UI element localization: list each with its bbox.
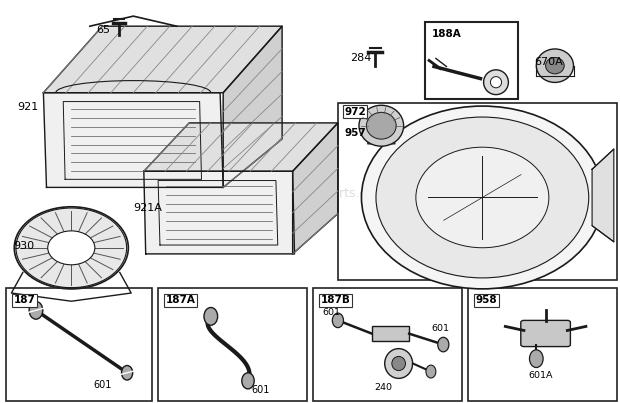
Text: 240: 240 xyxy=(374,383,392,392)
Ellipse shape xyxy=(376,117,589,278)
Ellipse shape xyxy=(438,337,449,352)
Ellipse shape xyxy=(366,112,396,139)
Ellipse shape xyxy=(332,313,343,328)
Text: 957: 957 xyxy=(344,128,366,138)
Text: 187B: 187B xyxy=(321,295,350,305)
Ellipse shape xyxy=(122,366,133,380)
Ellipse shape xyxy=(416,147,549,248)
Text: 601: 601 xyxy=(431,324,450,333)
Ellipse shape xyxy=(361,106,603,289)
Text: 601: 601 xyxy=(322,308,341,317)
Ellipse shape xyxy=(48,231,95,265)
FancyBboxPatch shape xyxy=(521,320,570,347)
Bar xyxy=(468,288,617,401)
Polygon shape xyxy=(293,123,338,254)
Text: 601: 601 xyxy=(251,385,270,395)
Ellipse shape xyxy=(29,301,43,319)
Bar xyxy=(6,288,152,401)
Ellipse shape xyxy=(529,350,543,368)
Text: eReplacementParts.com: eReplacementParts.com xyxy=(234,187,386,200)
Text: 601A: 601A xyxy=(528,371,553,380)
Text: 187A: 187A xyxy=(166,295,195,305)
Polygon shape xyxy=(223,26,282,187)
Polygon shape xyxy=(144,123,338,171)
Bar xyxy=(338,103,617,280)
Text: 65: 65 xyxy=(96,25,110,35)
Polygon shape xyxy=(144,171,294,254)
Bar xyxy=(158,288,307,401)
Ellipse shape xyxy=(484,70,508,95)
Polygon shape xyxy=(43,93,223,187)
Bar xyxy=(372,326,409,341)
Ellipse shape xyxy=(14,207,128,289)
Text: 958: 958 xyxy=(476,295,497,305)
Polygon shape xyxy=(43,26,282,93)
Ellipse shape xyxy=(490,77,502,88)
Text: 187: 187 xyxy=(14,295,35,305)
Polygon shape xyxy=(368,133,395,144)
Text: 601: 601 xyxy=(93,380,112,390)
Ellipse shape xyxy=(384,349,413,378)
Bar xyxy=(313,288,462,401)
Ellipse shape xyxy=(242,373,254,389)
Ellipse shape xyxy=(426,365,436,378)
Text: 930: 930 xyxy=(14,241,35,251)
Text: 284: 284 xyxy=(350,54,371,63)
Polygon shape xyxy=(592,149,614,242)
Text: 972: 972 xyxy=(344,107,366,117)
Bar xyxy=(425,22,518,99)
Ellipse shape xyxy=(359,105,404,146)
Text: 188A: 188A xyxy=(432,29,462,39)
Ellipse shape xyxy=(536,49,574,83)
Text: 921A: 921A xyxy=(133,203,162,212)
Ellipse shape xyxy=(204,307,218,325)
Ellipse shape xyxy=(546,58,564,74)
Ellipse shape xyxy=(392,356,405,371)
Text: 921: 921 xyxy=(17,102,38,112)
Text: 670A: 670A xyxy=(534,58,563,67)
